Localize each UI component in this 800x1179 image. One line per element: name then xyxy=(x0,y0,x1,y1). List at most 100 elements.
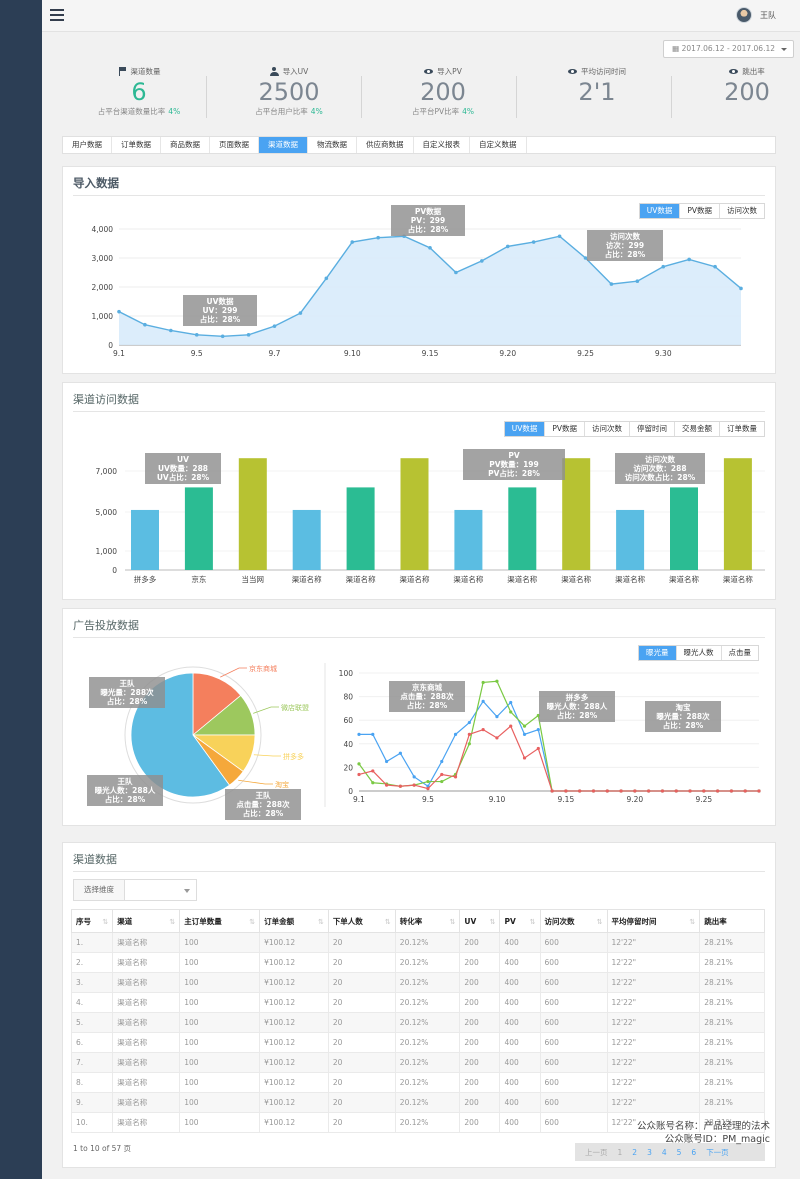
toggle-button[interactable]: 访问次数 xyxy=(585,422,630,436)
page-button[interactable]: 5 xyxy=(676,1147,682,1157)
table-cell: 20 xyxy=(327,952,396,973)
tab-6[interactable]: 供应商数据 xyxy=(357,137,414,153)
page-button[interactable]: 1 xyxy=(617,1147,623,1157)
tab-1[interactable]: 订单数据 xyxy=(112,137,161,153)
table-cell: 600 xyxy=(539,1052,608,1073)
data-point xyxy=(609,282,614,286)
sort-icon[interactable]: ⇅ xyxy=(596,918,603,926)
sort-icon[interactable]: ⇅ xyxy=(169,918,176,926)
table-row[interactable]: 4. 渠道名称 100 ¥100.12 20 20.12% 200 400 600 12'22" 2… xyxy=(70,992,765,1013)
table-cell: 渠道名称 xyxy=(112,992,181,1013)
toggle-button[interactable]: 访问次数 xyxy=(727,206,757,215)
channel-table-panel: 渠道数据 选择维度 序号 ⇅ 渠道 ⇅ 主订单数量 ⇅ 订单金额 ⇅ 下单人数 ⇅ 转化率 ⇅ UV ⇅ P… xyxy=(62,842,776,1168)
toggle-button[interactable]: 曝光量 xyxy=(639,646,677,660)
x-tick-label: 9.10 xyxy=(344,349,361,358)
tooltip-text: UV占比：28% xyxy=(157,472,210,482)
toggle-button[interactable]: PV数据 xyxy=(680,204,720,218)
user-name[interactable]: 王队 xyxy=(760,10,776,20)
toggle-button[interactable]: 停留时间 xyxy=(630,422,675,436)
prev-page-button[interactable]: 上一页 xyxy=(585,1147,608,1157)
table-cell: 8. xyxy=(70,1072,114,1093)
bar xyxy=(131,509,159,570)
toggle-button[interactable]: PV数据 xyxy=(545,422,585,436)
table-row[interactable]: 9. 渠道名称 100 ¥100.12 20 20.12% 200 400 600 12'22" 2… xyxy=(70,1092,765,1113)
column-header[interactable]: 访问次数 ⇅ xyxy=(539,909,608,933)
tooltip-text: PV数据 xyxy=(415,206,442,216)
table-row[interactable]: 1. 渠道名称 100 ¥100.12 20 20.12% 200 400 600 12'22" 2… xyxy=(70,932,765,953)
table-row[interactable]: 10. 渠道名称 100 ¥100.12 20 20.12% 200 400 600 12'22"… xyxy=(70,1112,765,1133)
tab-3[interactable]: 页面数据 xyxy=(210,137,259,153)
sort-icon[interactable]: ⇅ xyxy=(384,918,391,926)
sort-icon[interactable]: ⇅ xyxy=(689,918,696,926)
table-row[interactable]: 6. 渠道名称 100 ¥100.12 20 20.12% 200 400 600 12'22" 2… xyxy=(70,1032,765,1053)
table-cell: 400 xyxy=(499,1012,541,1033)
table-cell: 100 xyxy=(179,972,261,993)
toggle-button[interactable]: 订单数量 xyxy=(727,424,757,433)
column-header[interactable]: 下单人数 ⇅ xyxy=(327,909,396,933)
date-range-picker[interactable]: ▦ 2017.06.12 - 2017.06.12 xyxy=(663,40,794,58)
data-point xyxy=(376,235,380,240)
tab-0[interactable]: 用户数据 xyxy=(63,137,112,153)
column-header[interactable]: 跳出率 xyxy=(699,909,765,933)
sort-icon[interactable]: ⇅ xyxy=(102,918,109,926)
table-row[interactable]: 8. 渠道名称 100 ¥100.12 20 20.12% 200 400 600 12'22" 2… xyxy=(70,1072,765,1093)
tooltip-text: UV：299 xyxy=(202,306,237,315)
table-cell: 200 xyxy=(459,972,501,993)
menu-icon[interactable] xyxy=(50,9,64,21)
avatar[interactable] xyxy=(736,7,752,23)
column-header[interactable]: UV ⇅ xyxy=(459,909,501,933)
table-cell: 20.12% xyxy=(394,1032,461,1053)
column-header[interactable]: 平均停留时间 ⇅ xyxy=(606,909,701,933)
toggle-button[interactable]: 交易金额 xyxy=(675,422,720,436)
column-header-label: 渠道 xyxy=(117,916,133,926)
sort-icon[interactable]: ⇅ xyxy=(249,918,256,926)
column-header[interactable]: 转化率 ⇅ xyxy=(394,909,461,933)
toggle-button[interactable]: 曝光人数 xyxy=(677,646,722,660)
y-tick-label: 80 xyxy=(343,693,353,702)
page-button[interactable]: 6 xyxy=(691,1147,697,1157)
tab-5[interactable]: 物流数据 xyxy=(308,137,357,153)
y-tick-label: 20 xyxy=(343,763,353,772)
toggle-button[interactable]: UV数据 xyxy=(504,422,546,436)
column-header[interactable]: 主订单数量 ⇅ xyxy=(179,909,261,933)
data-point xyxy=(371,732,375,736)
x-tick-label: 渠道名称 xyxy=(453,574,483,584)
user-menu[interactable]: 王队 xyxy=(736,7,776,23)
column-header-label: 订单金额 xyxy=(264,916,295,926)
dimension-select[interactable] xyxy=(125,879,197,901)
tab-8[interactable]: 自定义数据 xyxy=(470,137,527,153)
data-point xyxy=(635,279,640,283)
column-header[interactable]: 订单金额 ⇅ xyxy=(259,909,329,933)
data-point xyxy=(398,751,402,755)
page-button[interactable]: 4 xyxy=(661,1147,667,1157)
data-point xyxy=(467,742,471,746)
column-header[interactable]: 渠道 ⇅ xyxy=(112,909,181,933)
tab-7[interactable]: 自定义报表 xyxy=(414,137,470,153)
page-button[interactable]: 3 xyxy=(647,1147,652,1157)
sort-icon[interactable]: ⇅ xyxy=(489,918,496,926)
flag-icon xyxy=(118,66,127,76)
tab-4[interactable]: 渠道数据 xyxy=(259,137,308,153)
table-row[interactable]: 3. 渠道名称 100 ¥100.12 20 20.12% 200 400 600 12'22" 2… xyxy=(70,972,765,993)
table-cell: 100 xyxy=(179,932,261,953)
table-row[interactable]: 7. 渠道名称 100 ¥100.12 20 20.12% 200 400 600 12'22" 2… xyxy=(70,1052,765,1073)
sort-icon[interactable]: ⇅ xyxy=(449,918,456,926)
bar xyxy=(670,487,698,570)
toggle-button[interactable]: UV数据 xyxy=(639,204,681,218)
data-point xyxy=(324,276,329,281)
stat-divider xyxy=(671,76,672,118)
table-row[interactable]: 5. 渠道名称 100 ¥100.12 20 20.12% 200 400 600 12'22" 2… xyxy=(70,1012,765,1033)
tab-2[interactable]: 商品数据 xyxy=(161,137,210,153)
toggle-button[interactable]: 点击量 xyxy=(728,648,752,657)
next-page-button[interactable]: 下一页 xyxy=(706,1147,729,1157)
column-header[interactable]: 序号 ⇅ xyxy=(70,909,114,933)
bar xyxy=(400,458,429,570)
sort-icon[interactable]: ⇅ xyxy=(317,918,324,926)
column-header[interactable]: PV ⇅ xyxy=(499,909,541,933)
x-tick-label: 9.25 xyxy=(695,795,712,804)
sort-icon[interactable]: ⇅ xyxy=(529,918,536,926)
table-cell: 200 xyxy=(459,1012,501,1033)
table-row[interactable]: 2. 渠道名称 100 ¥100.12 20 20.12% 200 400 600 12'22" 2… xyxy=(70,952,765,973)
stat-label: 导入PV xyxy=(437,66,462,76)
page-button[interactable]: 2 xyxy=(632,1147,638,1157)
